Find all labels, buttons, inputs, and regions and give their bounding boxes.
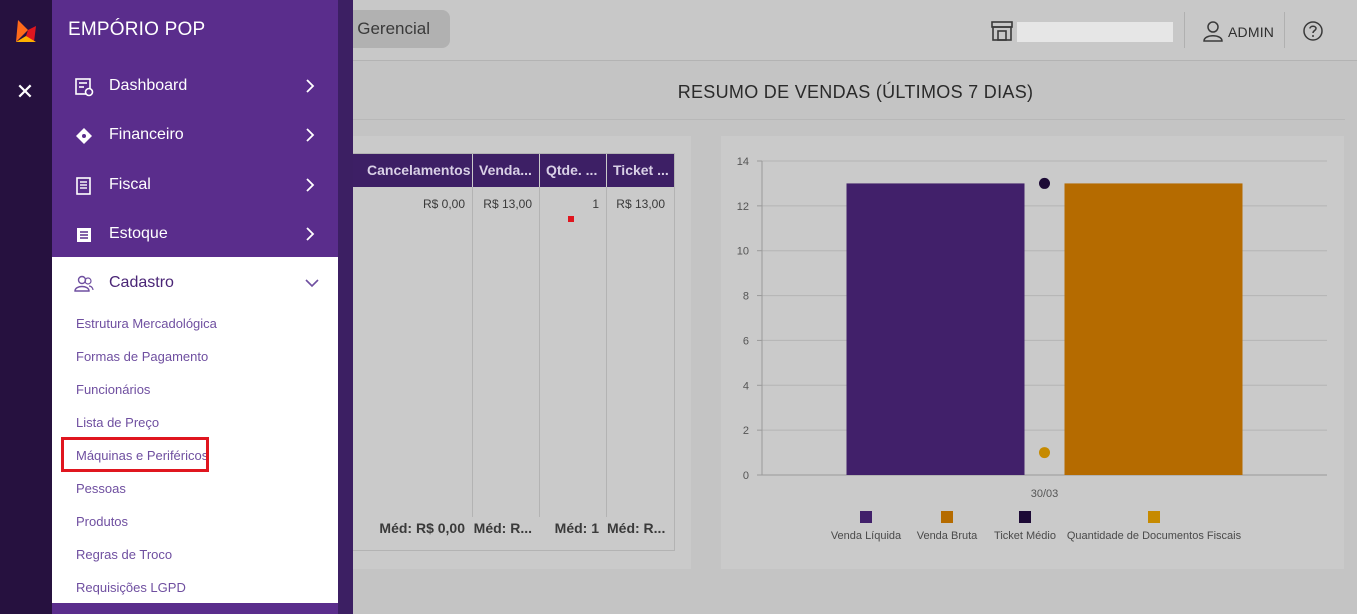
y-tick-label: 2 xyxy=(743,425,749,437)
sidebar-edge xyxy=(338,0,353,614)
submenu-maquinas-e-perifericos[interactable]: Máquinas e Periféricos xyxy=(76,448,209,463)
status-marker xyxy=(568,216,574,222)
y-tick-label: 14 xyxy=(737,156,749,168)
cell-cancelamentos: R$ 0,00 xyxy=(422,197,465,211)
submenu-pessoas[interactable]: Pessoas xyxy=(76,481,126,496)
column-divider xyxy=(539,187,540,517)
legend-label: Quantidade de Documentos Fiscais xyxy=(1067,530,1242,542)
x-tick-label: 30/03 xyxy=(1031,488,1059,500)
submenu-estrutura-mercadologica[interactable]: Estrutura Mercadológica xyxy=(76,316,217,331)
legend-swatch xyxy=(1148,511,1160,523)
legend-swatch xyxy=(860,511,872,523)
footer-venda: Méd: R... xyxy=(473,520,532,536)
cell-ticket: R$ 13,00 xyxy=(616,197,665,211)
chevron-right-icon xyxy=(306,79,315,93)
submenu-requisicoes-lgpd[interactable]: Requisições LGPD xyxy=(76,580,186,595)
column-header-cancelamentos[interactable]: Cancelamentos xyxy=(353,154,472,187)
footer-ticket: Méd: R... xyxy=(607,520,665,536)
column-header-qtde[interactable]: Qtde. ... xyxy=(540,154,606,187)
users-icon xyxy=(74,275,94,292)
submenu-regras-de-troco[interactable]: Regras de Troco xyxy=(76,547,173,562)
user-icon[interactable] xyxy=(1202,20,1224,42)
app-logo-icon[interactable] xyxy=(14,18,38,44)
store-selector-field[interactable] xyxy=(1017,22,1173,42)
sidebar-item-financeiro[interactable]: Financeiro xyxy=(52,111,338,160)
submenu-funcionarios[interactable]: Funcionários xyxy=(76,382,151,397)
sidebar-item-dashboard[interactable]: Dashboard xyxy=(52,62,338,111)
sales-chart: 0 2 4 6 8 10 12 14 30/03 Venda Líquida Venda Bruta… xyxy=(737,156,1327,542)
dashboard-icon xyxy=(75,78,94,97)
legend-swatch xyxy=(1019,511,1031,523)
y-tick-label: 10 xyxy=(737,246,749,258)
footer-cancelamentos: Méd: R$ 0,00 xyxy=(379,520,465,536)
legend-swatch xyxy=(941,511,953,523)
sidebar-item-label: Cadastro xyxy=(109,274,174,291)
submenu-produtos[interactable]: Produtos xyxy=(76,514,129,529)
title-divider xyxy=(338,119,1345,120)
tag-icon xyxy=(76,128,92,144)
user-name[interactable]: ADMIN xyxy=(1228,24,1275,40)
chevron-right-icon xyxy=(306,227,315,241)
cell-venda: R$ 13,00 xyxy=(483,197,532,211)
store-icon[interactable] xyxy=(990,20,1014,42)
sidebar-rail: ✕ xyxy=(0,0,52,614)
inventory-icon xyxy=(77,228,91,242)
close-menu-icon[interactable]: ✕ xyxy=(15,79,35,104)
y-tick-label: 8 xyxy=(743,291,749,303)
tab-gerencial[interactable]: Gerencial xyxy=(338,10,450,48)
receipt-icon xyxy=(76,177,91,195)
footer-qtde: Méd: 1 xyxy=(554,520,599,536)
chevron-down-icon xyxy=(305,279,319,288)
header-divider xyxy=(1284,12,1285,48)
help-icon[interactable] xyxy=(1302,20,1324,42)
sidebar-item-cadastro[interactable]: Cadastro xyxy=(52,259,338,308)
y-tick-label: 0 xyxy=(743,470,749,482)
y-tick-label: 4 xyxy=(743,380,749,392)
column-header-venda[interactable]: Venda... xyxy=(473,154,539,187)
sidebar-item-label: Financeiro xyxy=(109,126,184,143)
legend-label: Venda Líquida xyxy=(831,530,902,542)
page-title: RESUMO DE VENDAS (ÚLTIMOS 7 DIAS) xyxy=(677,82,1034,102)
cell-qtde: 1 xyxy=(592,197,599,211)
sidebar-item-label: Estoque xyxy=(109,225,168,242)
sidebar-item-label: Dashboard xyxy=(109,77,188,94)
point-ticket-m-dio xyxy=(1039,177,1050,189)
point-quantidade-de-documentos-fiscais xyxy=(1039,447,1050,459)
column-divider xyxy=(606,187,607,517)
submenu-formas-de-pagamento[interactable]: Formas de Pagamento xyxy=(76,349,209,364)
sidebar-item-estoque[interactable]: Estoque xyxy=(52,210,338,259)
column-divider xyxy=(472,187,473,517)
submenu-lista-de-preco[interactable]: Lista de Preço xyxy=(76,415,160,430)
header-divider xyxy=(1184,12,1185,48)
brand-name: EMPÓRIO POP xyxy=(68,19,206,40)
sidebar-item-fiscal[interactable]: Fiscal xyxy=(52,161,338,210)
y-tick-label: 12 xyxy=(737,201,749,213)
summary-table-card xyxy=(338,136,691,569)
column-header-ticket[interactable]: Ticket ... xyxy=(607,154,674,187)
y-tick-label: 6 xyxy=(743,335,749,347)
summary-table: Cancelamentos Venda... Qtde. ... Ticket … xyxy=(338,153,675,551)
legend-label: Ticket Médio xyxy=(994,530,1056,542)
cadastro-submenu-panel xyxy=(52,257,338,603)
bar-venda-l-quida xyxy=(846,183,1025,475)
legend-label: Venda Bruta xyxy=(917,530,978,542)
highlight-box xyxy=(61,437,209,472)
chevron-right-icon xyxy=(306,128,315,142)
bar-venda-bruta xyxy=(1064,183,1243,475)
sidebar-item-label: Fiscal xyxy=(109,176,151,193)
chevron-right-icon xyxy=(306,178,315,192)
